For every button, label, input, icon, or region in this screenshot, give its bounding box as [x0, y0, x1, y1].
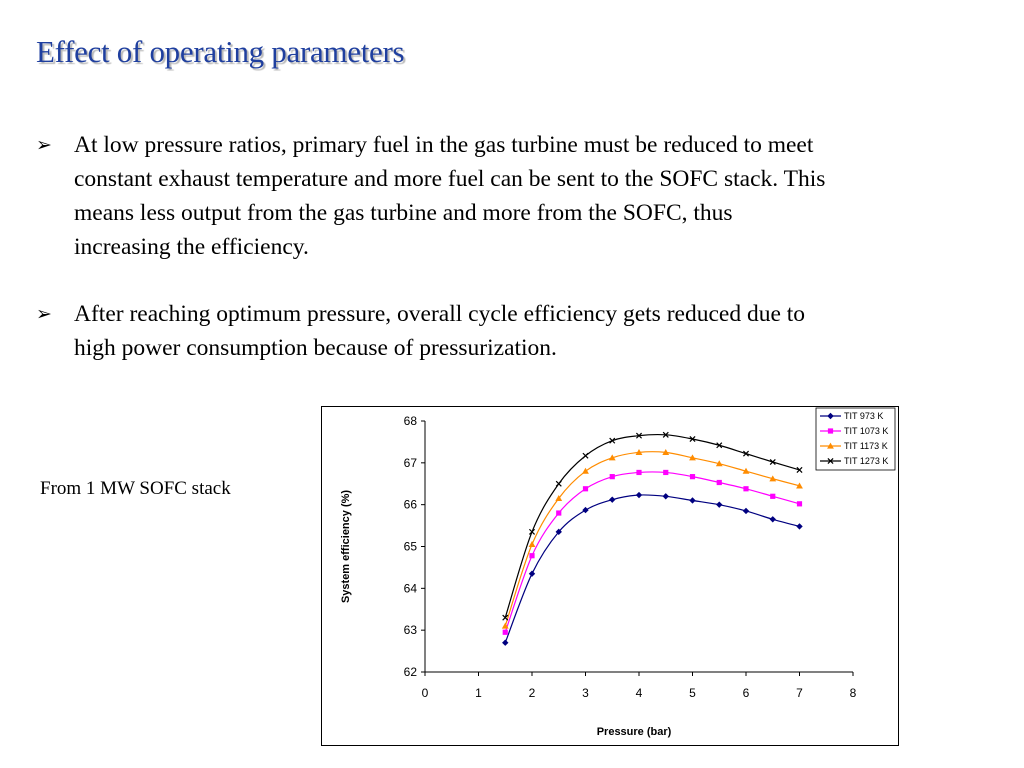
y-tick-label: 68	[404, 414, 418, 428]
data-point	[529, 553, 535, 559]
data-point	[501, 622, 509, 629]
x-tick-label: 0	[422, 686, 429, 700]
legend-label: TIT 973 K	[844, 411, 883, 421]
data-point	[716, 479, 722, 486]
legend-label: TIT 1173 K	[844, 441, 888, 451]
data-point	[770, 493, 776, 499]
x-tick-label: 8	[850, 686, 857, 700]
data-point	[502, 639, 509, 646]
data-point	[742, 507, 750, 515]
data-point	[528, 541, 536, 548]
chart-caption: From 1 MW SOFC stack	[40, 478, 231, 499]
series-tit-1273-k	[502, 431, 803, 621]
data-point	[635, 491, 643, 499]
y-tick-label: 64	[404, 581, 418, 595]
data-point	[796, 482, 803, 489]
legend: TIT 973 K TIT 1073 K TIT 1173 K TIT 1273 K	[815, 407, 896, 471]
data-point	[689, 474, 696, 480]
data-point	[743, 486, 749, 492]
legend-marker	[827, 428, 834, 434]
x-tick-label: 4	[636, 686, 643, 700]
series-line	[504, 471, 800, 633]
data-point	[582, 506, 589, 514]
bullet-text: At low pressure ratios, primary fuel in …	[74, 132, 826, 260]
x-tick-label: 1	[475, 686, 482, 700]
data-point	[582, 486, 589, 492]
data-point	[528, 570, 536, 577]
data-point	[663, 469, 669, 476]
legend-marker	[827, 442, 834, 449]
series-tit-1073-k	[502, 469, 803, 635]
series-line	[504, 451, 800, 627]
data-point	[715, 460, 723, 467]
y-tick-label: 65	[404, 540, 418, 554]
data-point	[609, 496, 616, 503]
data-point	[689, 435, 696, 443]
data-point	[769, 475, 777, 482]
data-point	[635, 432, 643, 439]
data-point	[716, 501, 723, 508]
x-tick-label: 5	[689, 686, 696, 700]
slide-title: Effect of operating parameters	[36, 34, 405, 69]
data-point	[636, 469, 642, 476]
legend-marker	[827, 457, 834, 465]
chart-frame: 62 63 64 65 66 67 68 0 1 2 3 4 5 6 7 8 Pressure (bar) Sys…	[321, 406, 899, 746]
data-point	[555, 528, 562, 536]
x-tick-label: 3	[582, 686, 589, 700]
data-point	[555, 494, 563, 501]
data-point	[662, 493, 669, 500]
data-point	[609, 437, 616, 444]
data-point	[769, 516, 776, 523]
data-point	[769, 458, 776, 466]
y-tick-label: 66	[404, 498, 418, 512]
data-point	[502, 614, 509, 621]
x-tick-label: 6	[743, 686, 750, 700]
legend-marker	[827, 412, 834, 420]
arrow-bullet-icon: ➢	[36, 303, 52, 325]
series-tit-973-k	[502, 491, 803, 646]
data-point	[742, 450, 750, 457]
y-tick-label: 62	[404, 665, 418, 679]
data-point	[662, 431, 669, 438]
data-point	[742, 467, 750, 474]
data-point	[716, 442, 723, 449]
data-point	[582, 452, 589, 459]
x-tick-label: 2	[529, 686, 536, 700]
data-point	[662, 448, 670, 455]
data-point	[502, 629, 508, 635]
data-point	[608, 454, 616, 461]
data-point	[635, 448, 643, 455]
series-tit-1173-k	[501, 448, 803, 629]
legend-label: TIT 1273 K	[844, 456, 888, 466]
data-point	[582, 467, 589, 474]
bullet-text: After reaching optimum pressure, overall…	[74, 301, 806, 361]
bullet-item: ➢ After reaching optimum pressure, overa…	[36, 297, 826, 365]
data-point	[689, 497, 696, 504]
data-point	[796, 466, 803, 473]
y-axis-title: System efficiency (%)	[340, 490, 352, 603]
y-tick-label: 63	[404, 623, 418, 637]
data-point	[609, 474, 615, 480]
data-point	[555, 480, 562, 487]
y-tick-label: 67	[404, 456, 418, 470]
data-point	[796, 501, 803, 507]
data-point	[796, 523, 803, 530]
series-line	[504, 494, 800, 643]
bullet-item: ➢ At low pressure ratios, primary fuel i…	[36, 128, 826, 264]
bullet-list: ➢ At low pressure ratios, primary fuel i…	[36, 128, 826, 365]
arrow-bullet-icon: ➢	[36, 134, 52, 156]
legend-label: TIT 1073 K	[844, 426, 888, 436]
data-point	[689, 454, 696, 461]
data-point	[528, 528, 536, 535]
x-tick-label: 7	[796, 686, 803, 700]
x-axis-title: Pressure (bar)	[597, 726, 672, 738]
data-point	[556, 510, 562, 516]
